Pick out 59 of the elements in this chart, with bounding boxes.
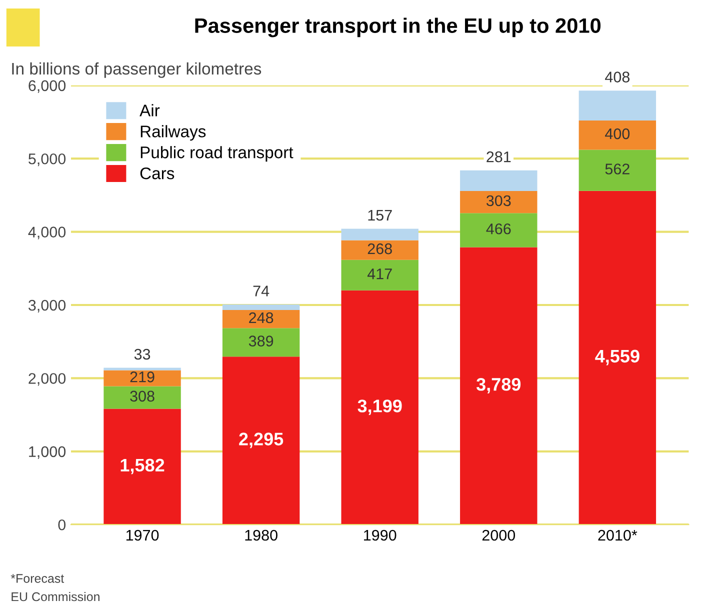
y-tick-label: 0 xyxy=(58,519,66,530)
data-label: 268 xyxy=(368,243,392,254)
data-label: 408 xyxy=(605,72,630,82)
data-label: 389 xyxy=(248,336,274,346)
x-tick-label: 2000 xyxy=(482,530,516,541)
legend-label: Air xyxy=(140,104,160,116)
bar xyxy=(222,356,300,525)
x-tick-label: 1990 xyxy=(364,530,396,541)
bar xyxy=(341,228,418,240)
y-tick-label: 1,000 xyxy=(29,446,66,459)
bar xyxy=(222,310,300,328)
data-label: 219 xyxy=(130,372,154,382)
data-label: 4,559 xyxy=(595,350,640,366)
legend-label: Public road transport xyxy=(140,146,294,162)
data-label: 1,582 xyxy=(120,458,164,474)
data-label: 400 xyxy=(605,128,630,140)
bar xyxy=(222,328,300,357)
data-label: 308 xyxy=(130,390,154,402)
data-label: 417 xyxy=(367,268,392,280)
legend-label: Railways xyxy=(140,125,206,141)
y-tick-label: 5,000 xyxy=(28,153,66,166)
bar xyxy=(578,90,656,120)
bar xyxy=(460,170,538,191)
data-label: 3,199 xyxy=(358,400,402,415)
bar xyxy=(460,247,538,525)
data-label: 3,789 xyxy=(476,378,521,394)
y-tick-label: 4,000 xyxy=(28,226,66,240)
data-label: 157 xyxy=(368,210,392,221)
bar xyxy=(341,240,418,260)
data-label: 562 xyxy=(605,164,630,174)
chart-title: Passenger transport in the EU up to 2010 xyxy=(195,18,601,38)
bar xyxy=(460,190,538,214)
text: EU Commission xyxy=(12,592,100,602)
legend-label: Cars xyxy=(140,167,174,180)
bar xyxy=(578,190,656,525)
y-tick-label: 3,000 xyxy=(28,300,66,312)
data-label: 303 xyxy=(486,195,511,206)
y-axis-title: In billions of passenger kilometres xyxy=(12,62,262,78)
bar xyxy=(578,150,656,191)
data-label: 466 xyxy=(486,223,511,234)
bar xyxy=(578,120,656,150)
y-tick-label: 2,000 xyxy=(28,373,66,386)
text: *Forecast xyxy=(10,574,64,583)
data-label: 248 xyxy=(249,312,274,324)
bar xyxy=(104,408,181,525)
x-tick-label: 1970 xyxy=(126,530,159,541)
bar xyxy=(341,290,418,525)
data-label: 281 xyxy=(486,151,511,162)
data-label: 33 xyxy=(134,348,150,360)
bar xyxy=(104,386,181,409)
bar xyxy=(341,260,418,290)
x-tick-label: 2010* xyxy=(598,530,638,541)
bar xyxy=(460,213,538,248)
bar xyxy=(104,370,181,386)
bar xyxy=(222,304,300,310)
x-tick-label: 1980 xyxy=(245,530,278,541)
data-label: 74 xyxy=(253,286,270,296)
data-label: 2,295 xyxy=(239,432,284,448)
y-tick-label: 6,000 xyxy=(28,80,66,93)
